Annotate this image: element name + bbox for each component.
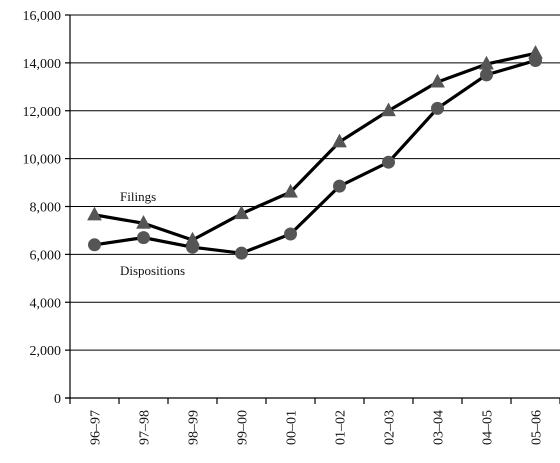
data-point-dispositions: [480, 68, 493, 82]
data-point-filings: [87, 206, 102, 221]
series-label-dispositions: Dispositions: [120, 263, 185, 278]
y-tick-label: 16,000: [23, 9, 62, 24]
y-tick-label: 14,000: [23, 57, 62, 72]
gridlines: [70, 14, 560, 351]
data-point-dispositions: [333, 179, 346, 193]
data-point-dispositions: [529, 53, 542, 67]
x-tick-label: 04–05: [481, 410, 496, 445]
data-point-dispositions: [431, 101, 444, 115]
data-point-dispositions: [382, 155, 395, 169]
x-tick-label: 05–06: [530, 410, 545, 445]
x-tick-label: 98–99: [187, 410, 202, 445]
data-point-dispositions: [88, 238, 101, 252]
series-line-dispositions: [94, 58, 536, 255]
series-lines: [87, 44, 543, 260]
x-tick-label: 01–02: [334, 410, 349, 445]
y-tick-label: 2,000: [30, 344, 62, 359]
x-tick-label: 02–03: [383, 410, 398, 445]
series-line-filings: [94, 51, 536, 242]
axes: [65, 14, 560, 404]
y-tick-label: 4,000: [30, 296, 62, 311]
y-tick-label: 12,000: [23, 105, 62, 120]
y-tick-label: 0: [54, 392, 61, 407]
y-tick-label: 8,000: [30, 201, 62, 216]
data-point-filings: [283, 183, 298, 198]
data-point-filings: [430, 73, 445, 88]
x-tick-label: 97–98: [138, 410, 153, 445]
data-point-dispositions: [137, 231, 150, 245]
data-point-dispositions: [186, 240, 199, 254]
data-point-filings: [381, 102, 396, 117]
data-point-filings: [136, 214, 151, 229]
data-point-dispositions: [235, 246, 248, 260]
y-tick-label: 10,000: [23, 153, 62, 168]
data-point-filings: [234, 205, 249, 220]
series-labels: Filings Dispositions: [120, 189, 185, 278]
data-point-filings: [332, 133, 347, 148]
x-tick-labels: 96–97 97–98 98–99 99–00 00–01 01–02 02–03 03–04…: [89, 410, 545, 445]
x-tick-label: 99–00: [236, 410, 251, 445]
x-tick-label: 00–01: [285, 410, 300, 445]
x-tick-label: 96–97: [89, 410, 104, 445]
series-label-filings: Filings: [120, 189, 156, 204]
data-point-dispositions: [284, 227, 297, 241]
y-tick-labels: 0 2,000 4,000 6,000 8,000 10,000 12,000 14,000 1…: [23, 9, 62, 407]
x-tick-label: 03–04: [432, 410, 447, 445]
y-tick-label: 6,000: [30, 248, 62, 263]
